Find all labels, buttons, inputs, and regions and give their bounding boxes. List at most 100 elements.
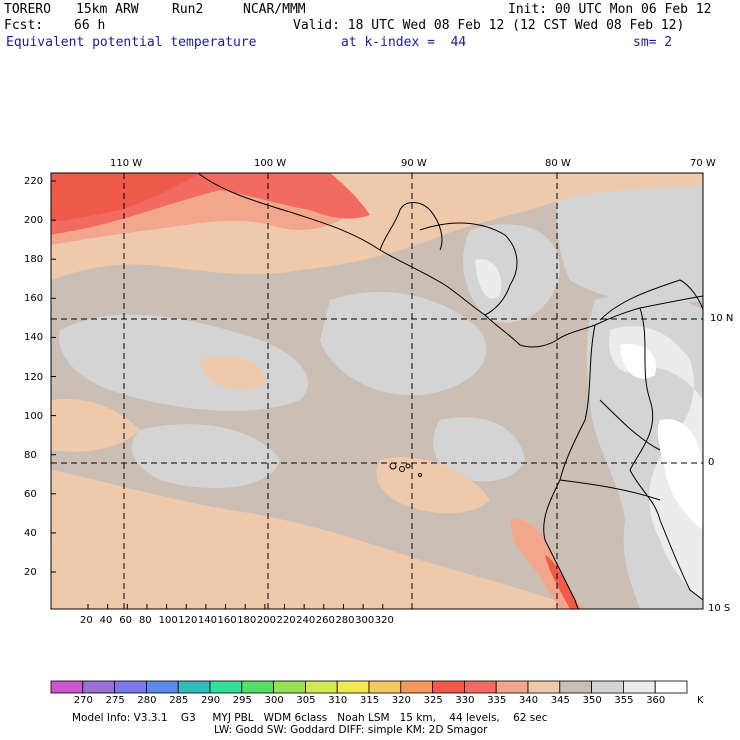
patch-355-360 [475, 259, 502, 299]
model-info-line1: Model Info: V3.3.1 G3 MYJ PBL WDM 6class… [72, 712, 548, 724]
x-tick-label: 180 [237, 615, 257, 626]
x-tick-label: 160 [217, 615, 237, 626]
y-tick-label: 20 [24, 567, 37, 578]
colorbar-swatch [400, 680, 433, 694]
forecast-label: Fcst: [4, 18, 44, 33]
galapagos-island [399, 466, 405, 472]
colorbar-label: 280 [137, 695, 157, 706]
colorbar-swatch [273, 680, 306, 694]
coastline-central-america [197, 173, 703, 348]
colorbar-label: 320 [391, 695, 411, 706]
colorbar-label: 355 [614, 695, 634, 706]
organization: NCAR/MMM [243, 2, 306, 17]
valid-time: Valid: 18 UTC Wed 08 Feb 12 (12 CST Wed … [293, 18, 685, 33]
x-tick-label: 40 [99, 615, 113, 626]
galapagos-island [405, 463, 411, 469]
y-tick-label: 40 [24, 527, 37, 539]
x-tick-label: 80 [138, 615, 152, 626]
y-tick-label: 200 [24, 215, 44, 227]
colorbar-label: 295 [232, 695, 252, 706]
lon-label-100w: 100 W [254, 158, 287, 169]
colorbar-swatch [495, 680, 529, 694]
colorbar-label: 345 [550, 695, 570, 706]
y-tick-marks [51, 180, 56, 573]
colorbar-swatch [145, 680, 179, 694]
colorbar-label: 305 [296, 695, 316, 706]
x-tick-label: 200 [256, 615, 276, 626]
lat-label-equator: 0 [708, 457, 715, 468]
level-label: at k-index = 44 [341, 35, 467, 50]
colorbar-label: 350 [582, 695, 602, 706]
colorbar-swatch [591, 680, 624, 694]
model-name: TORERO [4, 2, 51, 17]
region-340-345 [51, 470, 580, 609]
colorbar-label: 360 [646, 695, 666, 706]
y-tick-label: 120 [24, 371, 44, 383]
colorbar-label: 325 [423, 695, 443, 706]
patch-above-360 [657, 419, 703, 530]
x-tick-label: 280 [335, 615, 355, 626]
colorbar-label: 335 [487, 695, 507, 706]
coastline-honduras [419, 222, 518, 316]
colorbar-swatch [432, 680, 465, 694]
colorbar-swatch [368, 680, 402, 694]
colorbar-label: 315 [360, 695, 380, 706]
x-tick-label: 60 [119, 615, 133, 626]
border-colombia-ecuador [599, 399, 661, 451]
field-title: Equivalent potential temperature [6, 35, 257, 50]
coastline-yucatan [379, 202, 443, 251]
colorbar-swatch [623, 680, 656, 694]
patch-350-355 [131, 424, 280, 489]
lon-label-110w: 110 W [110, 158, 143, 169]
y-tick-label: 220 [24, 176, 44, 187]
colorbar-label: 270 [73, 695, 93, 706]
x-tick-label: 140 [197, 615, 217, 626]
graticule [51, 173, 703, 609]
x-tick-label: 20 [80, 615, 93, 626]
border-andes [629, 307, 703, 601]
colorbar-swatch [50, 680, 84, 694]
lat-label-10s: 10 S [708, 603, 731, 614]
colorbar-swatch [241, 680, 275, 694]
coastline-caribbean [599, 279, 703, 321]
region-above-330 [51, 173, 200, 222]
colorbar-swatch [463, 680, 497, 694]
colorbar-label: 290 [201, 695, 221, 706]
x-tick-marks [87, 604, 384, 609]
colorbar-swatch [177, 680, 211, 694]
colorbar-label: 340 [519, 695, 539, 706]
lon-label-90w: 90 W [401, 158, 427, 169]
model-resolution: 15km ARW [76, 2, 139, 17]
y-tick-label: 80 [24, 449, 37, 461]
y-tick-label: 180 [24, 254, 44, 266]
lon-label-70w: 70 W [690, 158, 716, 169]
region-330-335 [545, 555, 580, 609]
map-frame [50, 172, 704, 610]
x-tick-label: 300 [355, 615, 375, 626]
theta-e-field [51, 173, 703, 609]
colorbar-swatch [527, 680, 561, 694]
colorbar-label: 310 [328, 695, 348, 706]
lat-label-10n: 10 N [710, 313, 734, 324]
colorbar-swatch [559, 680, 592, 694]
colorbar-label: 300 [264, 695, 284, 706]
coastlines [197, 173, 703, 609]
model-info-line2: LW: Godd SW: Goddard DIFF: simple KM: 2D… [214, 724, 488, 736]
region-340-345 [376, 457, 490, 514]
forecast-hour: 66 h [74, 18, 106, 33]
x-tick-label: 320 [374, 615, 394, 626]
colorbar-label: 330 [455, 695, 475, 706]
region-340-345 [200, 356, 266, 390]
colorbar-label: 275 [105, 695, 125, 706]
region-340-345 [51, 399, 140, 452]
colorbar-swatch [209, 680, 243, 694]
patch-350-355 [557, 180, 703, 304]
run-label: Run2 [172, 2, 204, 17]
colorbar-swatch [304, 680, 338, 694]
x-tick-label: 240 [296, 615, 316, 626]
patch-350-355 [433, 417, 525, 482]
x-tick-label: 260 [315, 615, 335, 626]
y-tick-label: 100 [24, 410, 44, 422]
colorbar-unit: K [697, 695, 704, 706]
